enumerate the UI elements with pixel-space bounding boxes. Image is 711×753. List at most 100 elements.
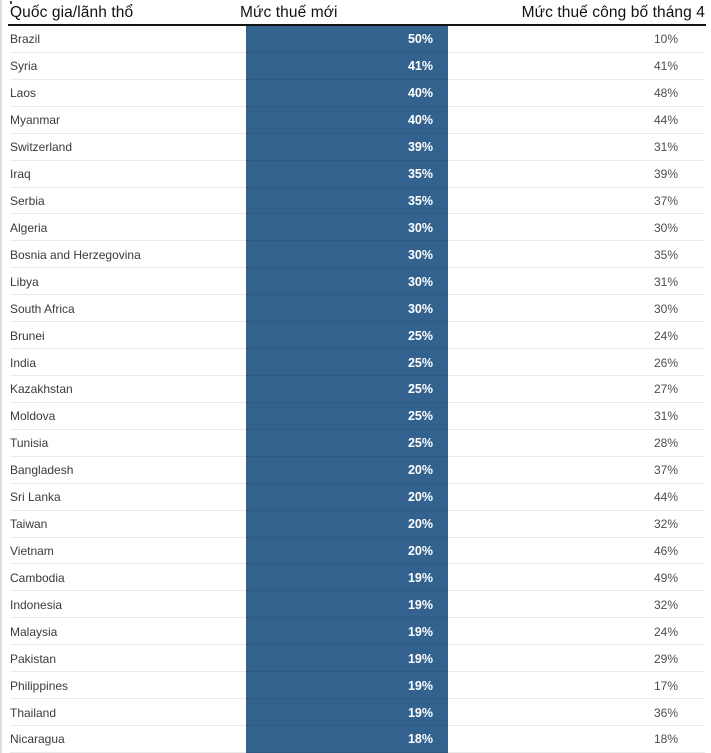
table-row: Nicaragua 18% 18% bbox=[2, 725, 711, 753]
april-rate-cell: 49% bbox=[653, 570, 678, 585]
column-header-april-rate: Mức thuế công bố tháng 4 bbox=[521, 4, 705, 21]
country-cell: South Africa bbox=[10, 301, 75, 316]
country-cell: Bosnia and Herzegovina bbox=[10, 247, 141, 262]
country-cell: Myanmar bbox=[10, 113, 61, 128]
table-row: Kazakhstan 25% 27% bbox=[2, 375, 711, 403]
country-cell: Philippines bbox=[10, 678, 69, 693]
country-cell: Serbia bbox=[10, 193, 45, 208]
april-rate-cell: 31% bbox=[653, 140, 678, 155]
april-rate-cell: 39% bbox=[653, 167, 678, 182]
april-rate-cell: 32% bbox=[653, 517, 678, 532]
new-rate-cell: 30% bbox=[246, 214, 448, 242]
country-cell: Libya bbox=[10, 274, 39, 289]
table-row: Algeria 30% 30% bbox=[2, 214, 711, 242]
new-rate-cell: 40% bbox=[246, 79, 448, 107]
column-header-new-rate: Mức thuế mới bbox=[240, 4, 338, 21]
new-rate-cell: 25% bbox=[246, 402, 448, 430]
new-rate-cell: 19% bbox=[246, 591, 448, 619]
country-cell: Nicaragua bbox=[10, 732, 65, 747]
april-rate-cell: 29% bbox=[653, 651, 678, 666]
new-rate-cell: 25% bbox=[246, 375, 448, 403]
table-row: Libya 30% 31% bbox=[2, 268, 711, 296]
new-rate-cell: 30% bbox=[246, 295, 448, 323]
table-row: Brunei 25% 24% bbox=[2, 322, 711, 350]
table-row: Taiwan 20% 32% bbox=[2, 510, 711, 538]
table-body: Brazil 50% 10% Syria 41% 41% Laos 40% 48% Myanmar… bbox=[2, 26, 711, 753]
table-header-row: Quốc gia/lãnh thổ Mức thuế mới Mức thuế … bbox=[2, 0, 711, 26]
april-rate-cell: 30% bbox=[653, 220, 678, 235]
new-rate-cell: 25% bbox=[246, 349, 448, 376]
april-rate-cell: 41% bbox=[653, 59, 678, 74]
country-cell: Cambodia bbox=[10, 570, 65, 585]
table-row: Moldova 25% 31% bbox=[2, 402, 711, 430]
country-cell: Syria bbox=[10, 59, 38, 74]
table-row: Serbia 35% 37% bbox=[2, 187, 711, 215]
table-row: South Africa 30% 30% bbox=[2, 295, 711, 323]
country-cell: India bbox=[10, 355, 37, 370]
table-row: Switzerland 39% 31% bbox=[2, 133, 711, 161]
new-rate-cell: 19% bbox=[246, 618, 448, 646]
april-rate-cell: 35% bbox=[653, 247, 678, 262]
table-row: Thailand 19% 36% bbox=[2, 699, 711, 726]
country-cell: Sri Lanka bbox=[10, 490, 61, 505]
country-cell: Brunei bbox=[10, 328, 45, 343]
table-row: Brazil 50% 10% bbox=[2, 26, 711, 53]
country-cell: Thailand bbox=[10, 705, 57, 720]
country-cell: Tunisia bbox=[10, 436, 49, 451]
new-rate-cell: 19% bbox=[246, 672, 448, 700]
new-rate-cell: 30% bbox=[246, 268, 448, 296]
country-cell: Indonesia bbox=[10, 597, 63, 612]
table-row: Vietnam 20% 46% bbox=[2, 537, 711, 565]
table-row: Bangladesh 20% 37% bbox=[2, 456, 711, 484]
april-rate-cell: 37% bbox=[653, 463, 678, 478]
column-header-country: Quốc gia/lãnh thổ bbox=[10, 4, 134, 21]
new-rate-cell: 20% bbox=[246, 456, 448, 484]
table-row: Bosnia and Herzegovina 30% 35% bbox=[2, 241, 711, 269]
table-row: Sri Lanka 20% 44% bbox=[2, 483, 711, 511]
april-rate-cell: 27% bbox=[653, 382, 678, 397]
table-row: Syria 41% 41% bbox=[2, 52, 711, 80]
new-rate-cell: 20% bbox=[246, 510, 448, 538]
country-cell: Moldova bbox=[10, 409, 56, 424]
table-row: Cambodia 19% 49% bbox=[2, 564, 711, 592]
country-cell: Taiwan bbox=[10, 517, 48, 532]
april-rate-cell: 18% bbox=[653, 732, 678, 747]
april-rate-cell: 17% bbox=[653, 678, 678, 693]
april-rate-cell: 44% bbox=[653, 113, 678, 128]
new-rate-cell: 50% bbox=[246, 26, 448, 53]
april-rate-cell: 48% bbox=[653, 86, 678, 101]
country-cell: Kazakhstan bbox=[10, 382, 73, 397]
april-rate-cell: 24% bbox=[653, 328, 678, 343]
new-rate-cell: 20% bbox=[246, 483, 448, 511]
country-cell: Brazil bbox=[10, 32, 41, 47]
table-row: Laos 40% 48% bbox=[2, 79, 711, 107]
table-row: Pakistan 19% 29% bbox=[2, 645, 711, 673]
april-rate-cell: 36% bbox=[653, 705, 678, 720]
artifact-dot bbox=[10, 1, 12, 4]
table-row: Iraq 35% 39% bbox=[2, 160, 711, 188]
april-rate-cell: 31% bbox=[653, 274, 678, 289]
new-rate-cell: 25% bbox=[246, 429, 448, 457]
new-rate-cell: 35% bbox=[246, 187, 448, 215]
country-cell: Algeria bbox=[10, 220, 48, 235]
table-row: Malaysia 19% 24% bbox=[2, 618, 711, 646]
table-row: Tunisia 25% 28% bbox=[2, 429, 711, 457]
country-cell: Bangladesh bbox=[10, 463, 74, 478]
table-row: Myanmar 40% 44% bbox=[2, 106, 711, 134]
table-row: India 25% 26% bbox=[2, 349, 711, 376]
april-rate-cell: 32% bbox=[653, 597, 678, 612]
april-rate-cell: 37% bbox=[653, 193, 678, 208]
april-rate-cell: 30% bbox=[653, 301, 678, 316]
new-rate-cell: 25% bbox=[246, 322, 448, 350]
country-cell: Switzerland bbox=[10, 140, 73, 155]
table-row: Indonesia 19% 32% bbox=[2, 591, 711, 619]
country-cell: Vietnam bbox=[10, 543, 54, 558]
new-rate-cell: 39% bbox=[246, 133, 448, 161]
new-rate-cell: 20% bbox=[246, 537, 448, 565]
new-rate-cell: 40% bbox=[246, 106, 448, 134]
country-cell: Malaysia bbox=[10, 624, 58, 639]
new-rate-cell: 18% bbox=[246, 725, 448, 753]
new-rate-cell: 19% bbox=[246, 699, 448, 726]
april-rate-cell: 10% bbox=[653, 32, 678, 47]
